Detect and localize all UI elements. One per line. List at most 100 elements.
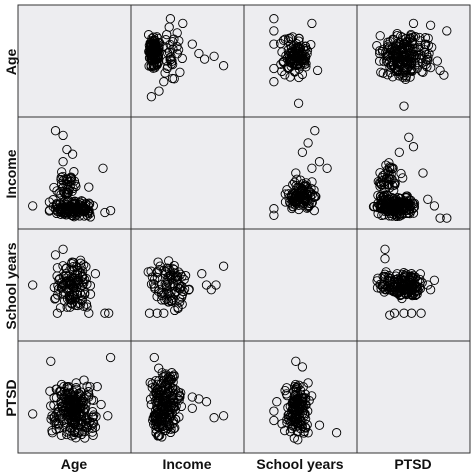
point-ptsd-vs-age: [68, 390, 78, 400]
point-school-years-vs-income: [159, 289, 169, 299]
point-ptsd-vs-age: [45, 386, 55, 396]
point-age-vs-school-years: [299, 55, 309, 65]
point-income-vs-school-years: [298, 186, 308, 196]
point-age-vs-income-outlier: [209, 51, 219, 61]
point-income-vs-school-years: [299, 198, 309, 209]
point-ptsd-vs-age: [55, 386, 66, 396]
point-school-years-vs-age-outlier: [28, 280, 38, 290]
point-age-vs-income-outlier: [146, 92, 157, 102]
point-income-vs-ptsd-outlier: [418, 168, 428, 178]
point-age-vs-ptsd: [422, 54, 432, 64]
point-income-vs-school-years-outlier: [322, 163, 332, 173]
point-ptsd-vs-school-years-outlier: [269, 406, 279, 416]
point-income-vs-school-years-outlier: [297, 147, 308, 157]
point-age-vs-income: [162, 29, 172, 40]
point-age-vs-school-years: [286, 61, 296, 71]
point-income-vs-school-years: [287, 196, 298, 207]
point-ptsd-vs-age: [71, 433, 81, 443]
point-ptsd-vs-income: [163, 372, 173, 382]
point-school-years-vs-ptsd-outlier: [389, 308, 400, 318]
point-school-years-vs-income: [173, 302, 183, 312]
col-label-age: Age: [61, 456, 88, 472]
point-age-vs-school-years-outlier: [269, 26, 279, 36]
point-age-vs-income: [166, 52, 176, 62]
point-school-years-vs-age: [75, 255, 86, 265]
point-age-vs-income: [168, 37, 178, 47]
point-ptsd-vs-age: [54, 423, 64, 434]
point-ptsd-vs-school-years-outlier: [331, 428, 342, 438]
point-age-vs-income-outlier: [187, 39, 197, 49]
point-school-years-vs-income: [179, 284, 190, 294]
point-age-vs-income-outlier: [199, 54, 210, 64]
point-school-years-vs-ptsd: [387, 279, 397, 290]
point-income-vs-school-years: [297, 184, 307, 194]
point-ptsd-vs-school-years: [281, 389, 292, 399]
point-school-years-vs-ptsd-outlier: [423, 280, 433, 290]
point-ptsd-vs-school-years-outlier: [291, 356, 301, 366]
point-income-vs-age: [62, 184, 72, 194]
point-income-vs-ptsd: [380, 169, 390, 179]
row-label-school-years: School years: [3, 242, 19, 329]
point-age-vs-school-years: [294, 36, 304, 46]
point-ptsd-vs-income-outlier: [175, 392, 185, 402]
point-school-years-vs-income: [164, 256, 174, 266]
point-income-vs-age: [69, 176, 80, 186]
point-school-years-vs-age: [78, 301, 89, 311]
point-income-vs-school-years: [304, 200, 314, 211]
point-ptsd-vs-age: [63, 396, 74, 406]
point-income-vs-school-years-outlier: [269, 204, 279, 214]
point-school-years-vs-income: [170, 305, 180, 316]
point-school-years-vs-age-outlier: [58, 244, 68, 254]
point-income-vs-school-years-outlier: [314, 157, 325, 167]
point-age-vs-income: [177, 53, 187, 64]
point-income-vs-school-years: [284, 193, 294, 203]
point-ptsd-vs-school-years-outlier: [297, 362, 308, 372]
point-income-vs-ptsd: [391, 204, 402, 215]
point-age-vs-income: [150, 40, 161, 50]
point-income-vs-ptsd: [394, 202, 404, 212]
point-school-years-vs-ptsd: [389, 274, 400, 285]
point-ptsd-vs-income: [174, 412, 184, 422]
point-school-years-vs-ptsd: [400, 283, 410, 293]
point-ptsd-vs-school-years: [304, 395, 314, 406]
point-income-vs-age-outlier: [28, 201, 38, 211]
point-ptsd-vs-school-years: [293, 400, 303, 410]
point-ptsd-vs-age: [92, 381, 102, 392]
point-age-vs-ptsd: [426, 62, 436, 73]
point-ptsd-vs-income: [151, 428, 161, 438]
point-school-years-vs-age: [55, 303, 66, 313]
point-school-years-vs-income: [149, 274, 160, 284]
point-income-vs-age: [56, 189, 66, 200]
point-ptsd-vs-age: [75, 420, 86, 430]
panel-school-years-vs-school-years: [243, 228, 358, 342]
point-school-years-vs-ptsd: [383, 272, 393, 283]
point-age-vs-ptsd: [375, 31, 385, 41]
point-income-vs-age: [55, 199, 65, 209]
point-income-vs-age: [69, 199, 79, 210]
point-income-vs-ptsd-outlier: [404, 132, 414, 142]
point-income-vs-ptsd: [391, 211, 402, 222]
point-school-years-vs-age: [70, 270, 80, 280]
point-age-vs-school-years: [302, 45, 313, 56]
point-age-vs-ptsd: [423, 33, 433, 43]
point-income-vs-age-outlier: [58, 130, 68, 141]
col-label-school-years: School years: [256, 456, 343, 472]
point-ptsd-vs-age-outlier: [79, 375, 89, 385]
point-school-years-vs-age-outlier: [50, 250, 61, 260]
row-label-income: Income: [3, 149, 19, 198]
point-school-years-vs-age-outlier: [84, 308, 94, 318]
point-income-vs-age-outlier: [84, 182, 94, 192]
point-age-vs-school-years: [278, 57, 288, 67]
point-ptsd-vs-age: [56, 430, 66, 440]
point-ptsd-vs-school-years: [303, 428, 313, 438]
point-age-vs-ptsd: [421, 49, 432, 60]
point-school-years-vs-age: [68, 290, 78, 301]
point-ptsd-vs-school-years: [283, 410, 293, 420]
point-income-vs-age: [70, 205, 80, 215]
point-age-vs-school-years: [276, 59, 286, 69]
point-age-vs-school-years: [292, 53, 302, 63]
point-school-years-vs-income: [160, 269, 171, 279]
point-age-vs-school-years: [294, 33, 304, 43]
point-ptsd-vs-income-outlier: [187, 403, 197, 413]
